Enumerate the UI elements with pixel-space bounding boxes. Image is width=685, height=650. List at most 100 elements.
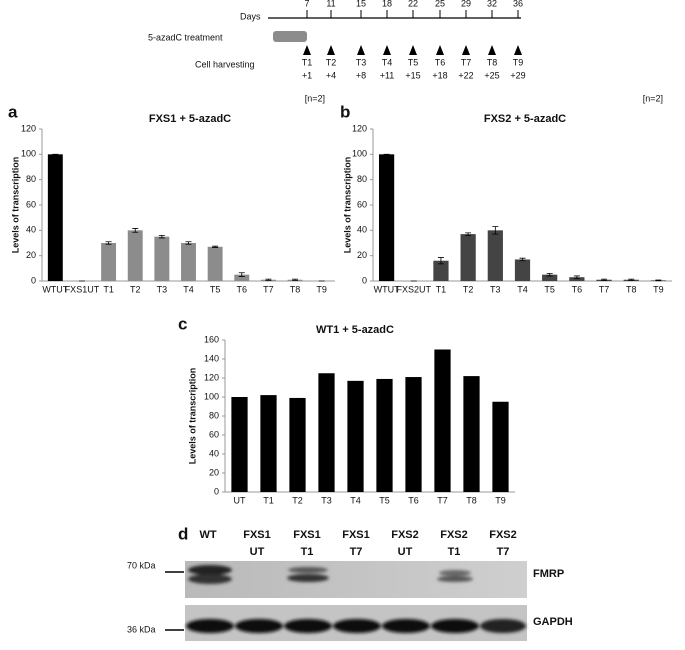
error-bar: [238, 272, 245, 277]
error-bar: [546, 273, 553, 277]
harvest-day: +1: [302, 70, 312, 80]
x-tick-label: T3: [490, 284, 501, 294]
chart-title: WT1 + 5-azadC: [316, 324, 394, 336]
x-tick-label: T3: [157, 284, 168, 294]
harvest-day: +15: [405, 70, 420, 80]
x-tick-label: T6: [408, 495, 419, 505]
harvest-day: +8: [356, 70, 366, 80]
x-tick-label: T9: [316, 284, 327, 294]
bar: [231, 397, 248, 492]
bar: [463, 376, 480, 492]
bar: [514, 259, 531, 281]
lane-label: T1: [448, 546, 461, 558]
x-tick-label: T6: [237, 284, 248, 294]
y-tick-label: 40: [26, 225, 36, 235]
harvest-arrow: [462, 45, 470, 55]
harvest-label: T6: [435, 57, 446, 67]
error-bar: [573, 275, 580, 279]
x-tick-label: FXS2UT: [397, 284, 432, 294]
harvest-day: +18: [432, 70, 447, 80]
y-tick-label: 120: [352, 123, 367, 133]
error-bar: [437, 257, 444, 265]
x-tick-label: T1: [436, 284, 447, 294]
x-tick-label: T8: [626, 284, 637, 294]
panel-letter: c: [178, 314, 187, 333]
x-tick-label: WTUT: [374, 284, 400, 294]
protein-label: GAPDH: [533, 616, 573, 628]
y-tick-label: 60: [357, 199, 367, 209]
lane-label: UT: [250, 546, 265, 558]
y-tick-label: 20: [357, 250, 367, 260]
x-tick-label: T6: [572, 284, 583, 294]
harvest-label: T3: [356, 57, 367, 67]
y-tick-label: 80: [357, 174, 367, 184]
harvest-label: T4: [382, 57, 393, 67]
harvest-arrow: [488, 45, 496, 55]
harvest-arrow: [303, 45, 311, 55]
day-label: 15: [356, 0, 366, 8]
harvest-arrow: [327, 45, 335, 55]
harvest-arrow: [383, 45, 391, 55]
bands: [186, 565, 526, 633]
harvest-arrow: [436, 45, 444, 55]
harvest-arrow: [357, 45, 365, 55]
blot-fmrp: [185, 561, 527, 598]
x-tick-label: T2: [130, 284, 141, 294]
harvest-arrow: [409, 45, 417, 55]
x-tick-label: T5: [210, 284, 221, 294]
bar: [154, 236, 170, 281]
y-axis-label: Levels of transcription: [342, 157, 352, 254]
x-tick-label: WTUT: [42, 284, 68, 294]
y-tick-label: 120: [204, 372, 219, 382]
chart-note: [n=2]: [643, 93, 663, 103]
bar: [207, 246, 223, 281]
bar: [289, 397, 306, 492]
y-tick-label: 60: [209, 429, 219, 439]
harvest-label: T1: [302, 57, 313, 67]
x-tick-label: T4: [517, 284, 528, 294]
y-tick-label: 0: [31, 275, 36, 285]
bar: [181, 243, 196, 281]
bar: [376, 378, 393, 492]
error-bar: [212, 245, 219, 248]
y-tick-label: 80: [26, 174, 36, 184]
harvest-day: +11: [380, 70, 395, 80]
error-bar: [465, 232, 472, 236]
bar: [487, 230, 503, 281]
marker-label: 70 kDa: [127, 560, 156, 570]
day-label: 22: [408, 0, 418, 8]
x-tick-label: T4: [350, 495, 361, 505]
chart-title: FXS1 + 5-azadC: [149, 113, 231, 125]
harvest-label: T9: [513, 57, 524, 67]
error-bar: [519, 257, 526, 262]
bar: [434, 349, 451, 492]
lane-label: WT: [199, 529, 216, 541]
x-tick-label: FXS1UT: [65, 284, 100, 294]
x-tick-label: T1: [263, 495, 274, 505]
x-tick-label: T7: [263, 284, 274, 294]
day-label: 32: [487, 0, 497, 8]
harvest-label: T8: [487, 57, 498, 67]
y-tick-label: 40: [357, 225, 367, 235]
bar: [492, 401, 509, 492]
y-tick-label: 0: [214, 486, 219, 496]
y-tick-label: 140: [204, 353, 219, 363]
x-tick-label: T3: [321, 495, 332, 505]
error-bar: [628, 278, 635, 281]
panel-letter: a: [8, 102, 18, 121]
harvest-day: +25: [484, 70, 499, 80]
day-label: 36: [513, 0, 523, 8]
harvest-day: +22: [458, 70, 473, 80]
protein-label: FMRP: [533, 568, 564, 580]
marker-label: 36 kDa: [127, 624, 156, 634]
y-tick-label: 120: [21, 123, 36, 133]
lane-label: FXS1: [342, 529, 370, 541]
lane-label: UT: [398, 546, 413, 558]
chart-note: [n=2]: [305, 93, 325, 103]
bar: [318, 373, 335, 492]
x-tick-label: T7: [437, 495, 448, 505]
x-tick-label: T8: [290, 284, 301, 294]
error-bar: [492, 226, 499, 235]
y-tick-label: 160: [204, 334, 219, 344]
